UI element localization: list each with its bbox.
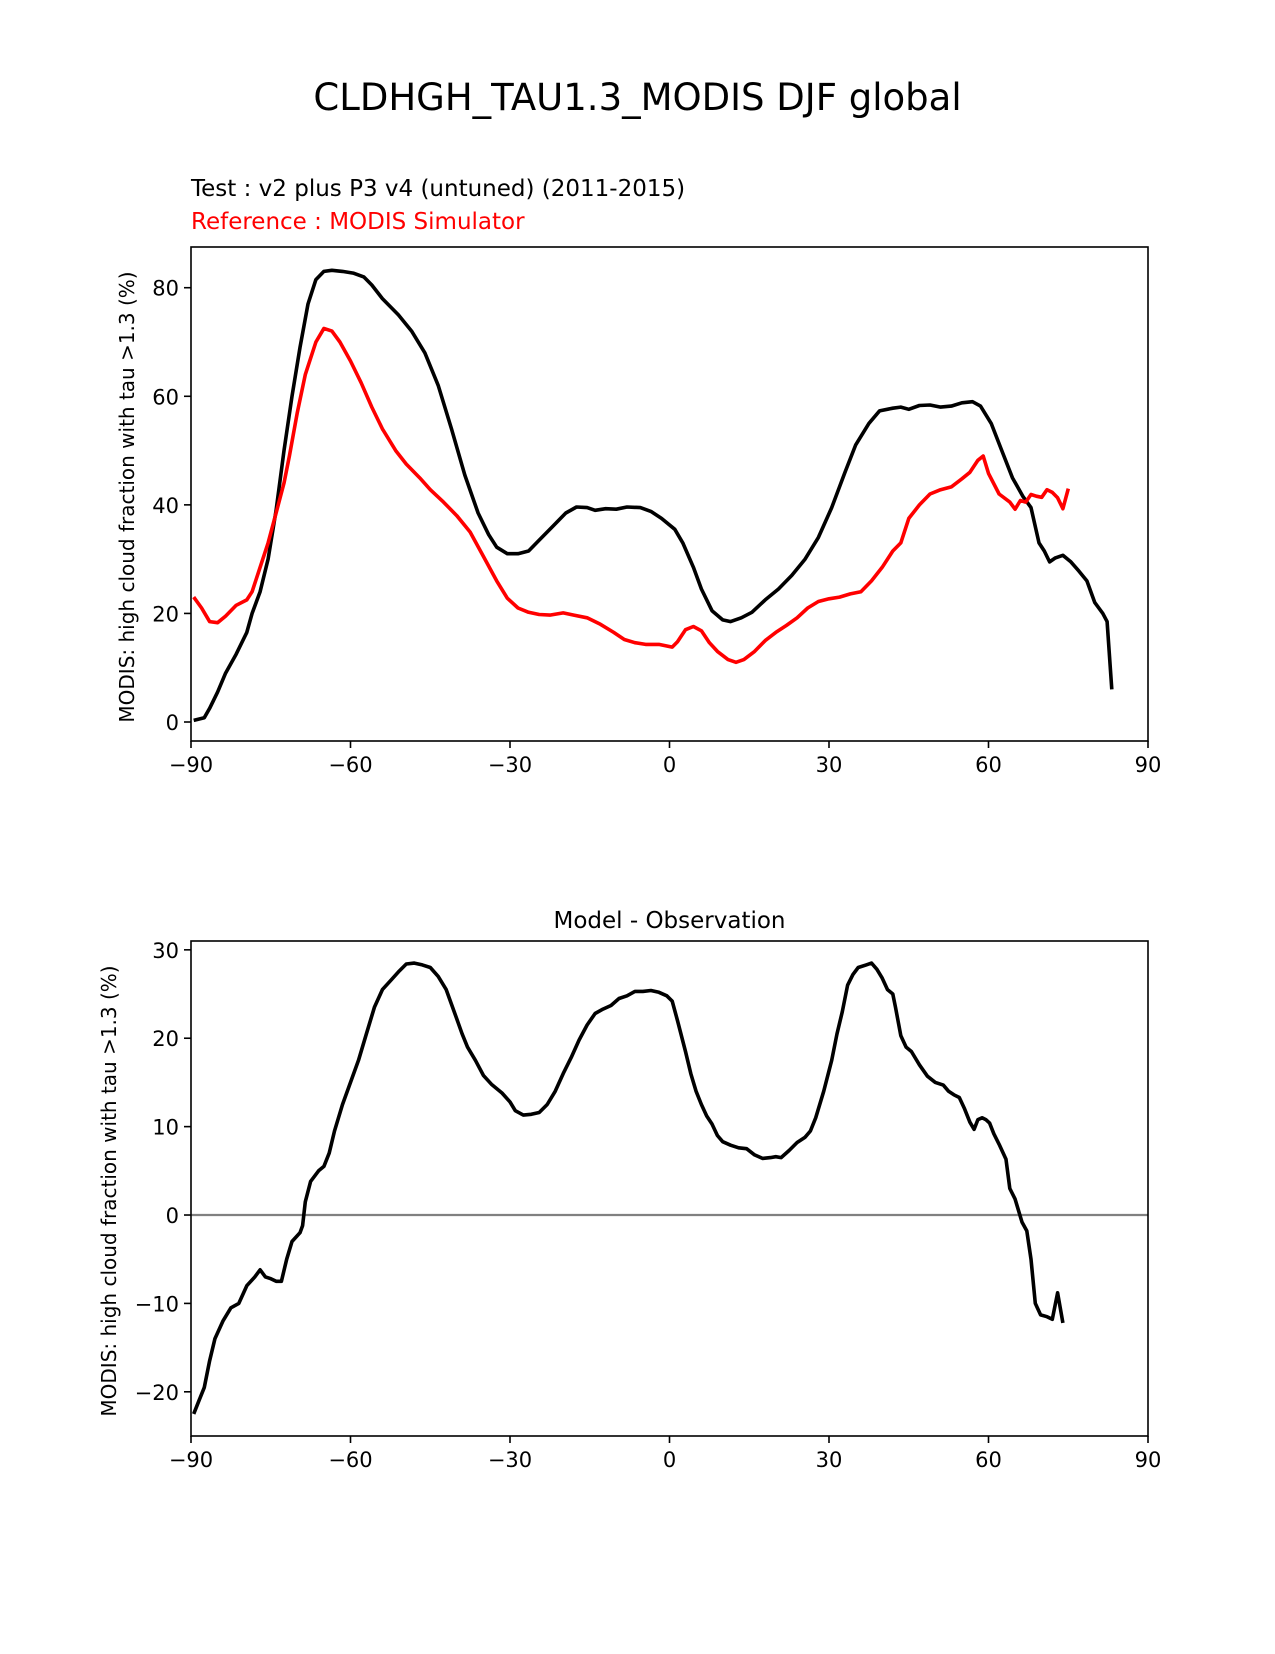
bottom-x-tick-label: −90	[169, 1448, 213, 1472]
bottom-y-tick-label: 10	[152, 1116, 179, 1140]
bottom-y-tick-label: 20	[152, 1027, 179, 1051]
top-axes-frame	[190, 246, 1149, 742]
top-x-tick-label: −30	[488, 753, 532, 777]
bottom-x-tick-label: −60	[328, 1448, 372, 1472]
bottom-x-tick-label: 0	[663, 1448, 676, 1472]
bottom-x-tick-label: −30	[488, 1448, 532, 1472]
bottom-panel-title: Model - Observation	[553, 908, 785, 934]
bottom-panel: Model - Observation MODIS: high cloud fr…	[97, 908, 1161, 1472]
top-y-tick-label: 40	[152, 494, 179, 518]
top-y-axis-label: MODIS: high cloud fraction with tau >1.3…	[115, 271, 139, 722]
bottom-x-tick-label: 30	[816, 1448, 843, 1472]
top-x-tick-label: 0	[663, 753, 676, 777]
bottom-y-tick-label: −20	[135, 1381, 179, 1405]
subtitle-reference: Reference : MODIS Simulator	[191, 209, 525, 235]
top-y-tick-label: 0	[166, 711, 179, 735]
top-panel: Test : v2 plus P3 v4 (untuned) (2011-201…	[115, 176, 1161, 777]
top-series-line-red	[192, 326, 1071, 665]
figure-suptitle: CLDHGH_TAU1.3_MODIS DJF global	[313, 76, 961, 119]
bottom-x-tick-label: 60	[975, 1448, 1002, 1472]
bottom-y-axis-label: MODIS: high cloud fraction with tau >1.3…	[97, 965, 121, 1416]
bottom-x-tick-label: 90	[1135, 1448, 1162, 1472]
top-x-tick-label: −90	[169, 753, 213, 777]
bottom-axes-frame	[190, 940, 1149, 1437]
top-x-tick-label: 90	[1135, 753, 1162, 777]
top-x-tick-label: 30	[816, 753, 843, 777]
top-x-tick-label: −60	[328, 753, 372, 777]
bottom-y-tick-label: 30	[152, 939, 179, 963]
bottom-y-tick-label: −10	[135, 1292, 179, 1316]
top-series-line-black	[193, 268, 1114, 723]
top-y-tick-label: 80	[152, 277, 179, 301]
subtitle-test: Test : v2 plus P3 v4 (untuned) (2011-201…	[190, 176, 685, 202]
bottom-y-tick-label: 0	[166, 1204, 179, 1228]
top-y-tick-label: 20	[152, 602, 179, 626]
top-y-tick-label: 60	[152, 385, 179, 409]
top-x-tick-label: 60	[975, 753, 1002, 777]
bottom-series-line-black	[192, 961, 1065, 1415]
